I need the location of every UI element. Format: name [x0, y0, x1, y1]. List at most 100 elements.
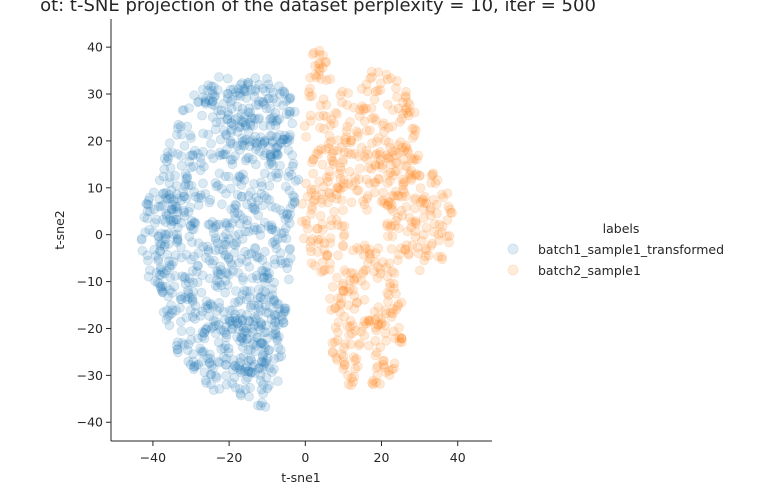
scatter-point: [350, 355, 360, 366]
scatter-point: [391, 215, 401, 226]
scatter-point: [374, 159, 385, 170]
scatter-point: [313, 145, 324, 156]
scatter-point: [217, 245, 228, 256]
scatter-point: [222, 113, 233, 124]
scatter-point: [172, 237, 183, 248]
scatter-point: [426, 177, 437, 188]
scatter-point: [166, 219, 177, 230]
scatter-point: [445, 204, 456, 215]
scatter-point: [141, 198, 152, 209]
scatter-point: [261, 103, 272, 114]
scatter-point: [336, 298, 347, 309]
scatter-point: [373, 173, 384, 184]
scatter-point: [369, 177, 380, 188]
scatter-point: [275, 345, 286, 355]
scatter-point: [159, 268, 170, 279]
scatter-point: [178, 205, 189, 216]
scatter-point: [328, 156, 339, 167]
scatter-point: [400, 160, 411, 171]
scatter-point: [398, 108, 408, 119]
scatter-point: [394, 332, 405, 343]
scatter-point: [157, 287, 168, 298]
scatter-point: [252, 293, 263, 304]
scatter-point: [240, 120, 251, 130]
scatter-point: [278, 100, 288, 111]
scatter-point: [322, 249, 333, 260]
scatter-point: [318, 181, 329, 192]
scatter-point: [270, 328, 281, 339]
scatter-point: [204, 95, 215, 106]
scatter-point: [354, 244, 365, 255]
scatter-point: [308, 154, 319, 165]
scatter-point: [181, 174, 192, 184]
scatter-point: [432, 208, 442, 219]
scatter-point: [232, 90, 243, 101]
scatter-point: [370, 350, 381, 361]
scatter-point: [338, 357, 349, 367]
scatter-point: [383, 137, 394, 148]
scatter-point: [175, 291, 186, 302]
scatter-point: [221, 370, 231, 381]
scatter-point: [154, 269, 165, 280]
scatter-point: [244, 141, 255, 152]
scatter-point: [317, 159, 328, 170]
scatter-point: [226, 124, 237, 135]
scatter-point: [343, 147, 354, 158]
x-ticks: −40 −20 0 20 40: [140, 441, 466, 465]
scatter-point: [143, 199, 154, 210]
scatter-point: [383, 365, 394, 376]
scatter-point: [343, 370, 353, 381]
scatter-point: [307, 201, 318, 212]
scatter-point: [142, 250, 153, 261]
scatter-point: [336, 348, 347, 359]
scatter-point: [426, 170, 437, 181]
scatter-point: [341, 137, 352, 148]
scatter-point: [346, 197, 357, 208]
scatter-point: [370, 322, 381, 333]
scatter-point: [200, 252, 211, 263]
scatter-point: [262, 270, 273, 281]
scatter-point: [198, 146, 208, 157]
scatter-point: [325, 293, 335, 304]
scatter-point: [373, 320, 384, 331]
scatter-point: [240, 374, 251, 385]
scatter-point: [382, 99, 393, 110]
scatter-point: [210, 371, 221, 381]
scatter-point: [229, 203, 240, 214]
scatter-point: [207, 258, 218, 269]
scatter-point: [337, 240, 348, 251]
scatter-point: [281, 233, 292, 244]
scatter-point: [348, 102, 359, 113]
scatter-point: [228, 265, 239, 276]
scatter-point: [261, 320, 272, 331]
scatter-point: [391, 288, 401, 299]
scatter-point: [261, 356, 272, 366]
scatter-point: [178, 187, 189, 198]
scatter-point: [197, 327, 208, 338]
scatter-point: [192, 277, 203, 288]
scatter-point: [305, 246, 316, 257]
scatter-point: [338, 178, 349, 189]
scatter-point: [323, 197, 334, 208]
scatter-point: [158, 188, 169, 199]
scatter-point: [221, 188, 231, 199]
scatter-point: [238, 327, 248, 338]
scatter-point: [338, 351, 349, 362]
scatter-point: [283, 257, 294, 268]
scatter-point: [231, 237, 242, 248]
scatter-point: [277, 134, 288, 145]
scatter-point: [161, 265, 172, 276]
scatter-point: [445, 207, 456, 218]
scatter-point: [221, 239, 232, 250]
scatter-point: [412, 242, 423, 253]
scatter-point: [336, 195, 347, 206]
scatter-point: [380, 328, 391, 339]
scatter-point: [197, 356, 207, 367]
scatter-point: [337, 280, 348, 291]
scatter-point: [409, 153, 420, 164]
scatter-point: [200, 94, 211, 104]
scatter-point: [248, 202, 259, 213]
scatter-point: [238, 213, 249, 224]
scatter-point: [248, 361, 259, 372]
scatter-point: [386, 311, 397, 322]
